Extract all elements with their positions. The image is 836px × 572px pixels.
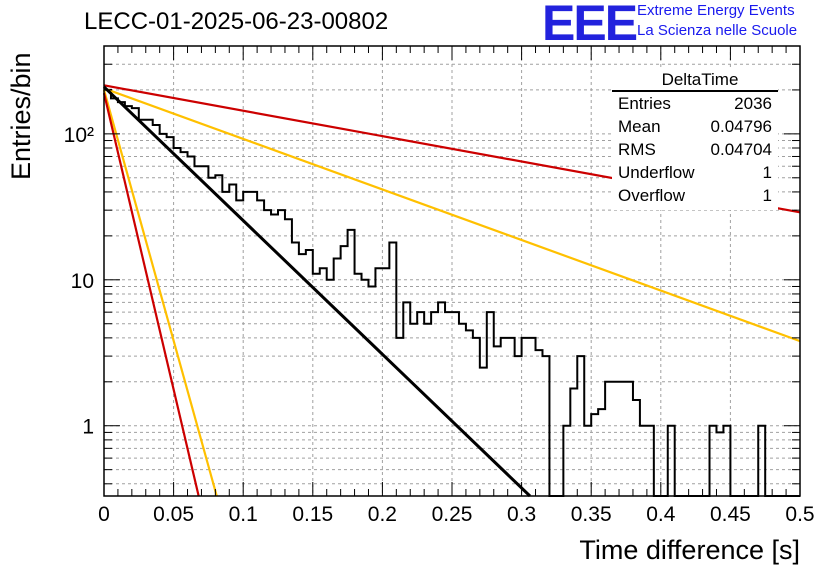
x-tick-label: 0.25: [432, 503, 473, 526]
stats-value: 1: [762, 163, 772, 182]
x-tick-label: 0.3: [507, 503, 536, 526]
stats-box: DeltaTime Entries 2036 Mean 0.04796 RMS 0.047…: [612, 70, 778, 210]
fit-line-3: [102, 89, 218, 497]
fit-line-1: [103, 87, 801, 343]
y-tick-label: 10: [71, 270, 94, 293]
stats-value: 0.04704: [710, 140, 772, 159]
stats-row-rms: RMS 0.04704: [612, 138, 778, 161]
logo-line-2: La Scienza nelle Scuole: [637, 22, 798, 39]
stats-title: DeltaTime: [661, 70, 739, 89]
run-title: LECC-01-2025-06-23-00802: [84, 8, 389, 35]
stats-value: 0.04796: [710, 117, 772, 136]
y-tick-label: 1: [82, 416, 94, 439]
stats-row-overflow: Overflow 1: [612, 184, 778, 207]
x-axis-label: Time difference [s]: [579, 535, 800, 565]
x-tick-label: 0.05: [153, 503, 194, 526]
logo-line-1: Extreme Energy Events: [637, 2, 795, 19]
stats-value: 1: [762, 186, 772, 205]
stats-divider: [612, 90, 778, 92]
y-axis-label: Entries/bin: [6, 52, 36, 180]
fit-line-4: [102, 92, 200, 497]
fit-line-2: [102, 85, 531, 498]
axis-ticks: [103, 45, 801, 496]
stats-value: 2036: [734, 94, 772, 113]
stats-row-mean: Mean 0.04796: [612, 115, 778, 138]
stats-label: Overflow: [618, 186, 686, 205]
x-tick-label: 0.5: [785, 503, 814, 526]
histogram-outline: [104, 88, 800, 497]
x-tick-label: 0.4: [646, 503, 676, 526]
grid-lines: [104, 46, 800, 496]
x-tick-label: 0.1: [229, 503, 258, 526]
stats-label: Mean: [618, 117, 661, 136]
stats-label: Entries: [618, 94, 671, 113]
histogram-bars: [104, 88, 800, 497]
x-tick-label: 0.2: [368, 503, 397, 526]
eee-logo: EEE: [542, 0, 638, 51]
x-tick-label: 0: [98, 503, 110, 526]
axis-tick-labels: 0 0.05 0.1 0.15 0.2 0.25 0.3 0.35 0.4 0.45 0.5 1 10 1…: [64, 124, 815, 526]
stats-label: Underflow: [618, 163, 695, 182]
x-tick-label: 0.45: [710, 503, 751, 526]
x-tick-label: 0.35: [571, 503, 612, 526]
stats-row-underflow: Underflow 1: [612, 161, 778, 184]
x-tick-label: 0.15: [292, 503, 333, 526]
y-tick-label: 10²: [64, 124, 94, 147]
stats-label: RMS: [618, 140, 656, 159]
stats-row-entries: Entries 2036: [612, 92, 778, 115]
